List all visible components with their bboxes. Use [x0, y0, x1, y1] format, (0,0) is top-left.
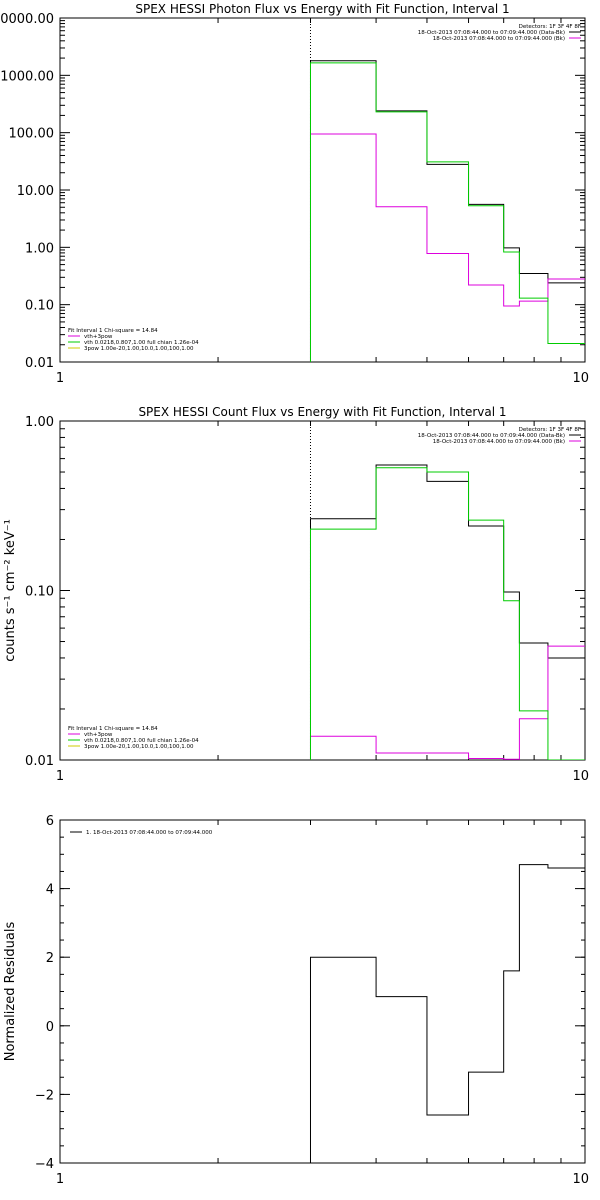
fit-legend-entry: vth 0.0218,0.807,1.00 full chian 1.26e-0… — [84, 738, 199, 744]
y-tick-label: 0 — [46, 1020, 54, 1035]
fit-legend-entry: vth+3pow — [84, 334, 113, 340]
plot-frame-1 — [59, 17, 586, 363]
series-line-2-2 — [309, 645, 585, 760]
y-tick-label: 6 — [46, 814, 54, 829]
y-tick-label: 4 — [46, 883, 54, 898]
x-tick-label: 10 — [572, 1172, 589, 1187]
fit-legend-entry: vth 0.0218,0.807,1.00 full chian 1.26e-0… — [84, 340, 199, 346]
chart-title-2: SPEX HESSI Count Flux vs Energy with Fit… — [138, 405, 506, 419]
y-tick-label: 0.01 — [25, 356, 54, 371]
legend-entry: 18-Oct-2013 07:08:44.000 to 07:09:44.000… — [433, 439, 565, 445]
series-line-2-3 — [309, 467, 585, 760]
legend-detectors: Detectors: 1F 3F 4F 8F — [519, 24, 581, 30]
legend-entry: 18-Oct-2013 07:08:44.000 to 07:09:44.000… — [418, 433, 565, 439]
legend-entry: 18-Oct-2013 07:08:44.000 to 07:09:44.000… — [418, 30, 565, 36]
x-tick-label: 1 — [56, 1172, 64, 1187]
chart-title-1: SPEX HESSI Photon Flux vs Energy with Fi… — [135, 2, 509, 16]
fit-legend-entry: vth+3pow — [84, 732, 113, 738]
series-line-2-1 — [309, 464, 585, 760]
legend-entry: 1. 18-Oct-2013 07:08:44.000 to 07:09:44.… — [86, 830, 213, 836]
x-tick-label: 10 — [572, 769, 589, 784]
plot-frame-2 — [59, 420, 586, 761]
x-tick-label: 10 — [572, 371, 589, 386]
legend-detectors: Detectors: 1F 3F 4F 8F — [519, 427, 581, 433]
series-line-1-3 — [309, 62, 585, 362]
y-tick-label: 1.00 — [25, 415, 54, 430]
y-tick-label: 1.00 — [25, 241, 54, 256]
y-tick-label: 10.00 — [17, 184, 54, 199]
fit-legend-entry: 3pow 1.00e-20,1.00,10.0,1.00,100,1.00 — [84, 744, 194, 750]
series-line-3-1 — [309, 864, 585, 1163]
series-line-1-2 — [309, 133, 585, 362]
x-tick-label: 1 — [56, 371, 64, 386]
y-tick-label: −2 — [35, 1088, 54, 1103]
y-tick-label: 0.10 — [25, 585, 54, 600]
y-axis-label-3: Normalized Residuals — [3, 922, 18, 1062]
y-tick-label: 0.01 — [25, 754, 54, 769]
legend-entry: 18-Oct-2013 07:08:44.000 to 07:09:44.000… — [433, 36, 565, 42]
y-tick-label: −4 — [35, 1157, 54, 1172]
y-tick-label: 2 — [46, 951, 54, 966]
y-axis-label-2: counts s⁻¹ cm⁻² keV⁻¹ — [3, 519, 18, 662]
series-line-1-1 — [309, 60, 585, 362]
y-tick-label: 1000.00 — [0, 69, 54, 84]
fit-legend-header: Fit Interval 1 Chi-square = 14.84 — [68, 328, 158, 334]
y-tick-label: 0.10 — [25, 299, 54, 314]
x-tick-label: 1 — [56, 769, 64, 784]
y-tick-label: 100.00 — [9, 127, 55, 142]
plot-frame-3 — [59, 819, 586, 1164]
fit-legend-entry: 3pow 1.00e-20,1.00,10.0,1.00,100,1.00 — [84, 346, 194, 352]
fit-legend-header: Fit Interval 1 Chi-square = 14.84 — [68, 726, 158, 732]
